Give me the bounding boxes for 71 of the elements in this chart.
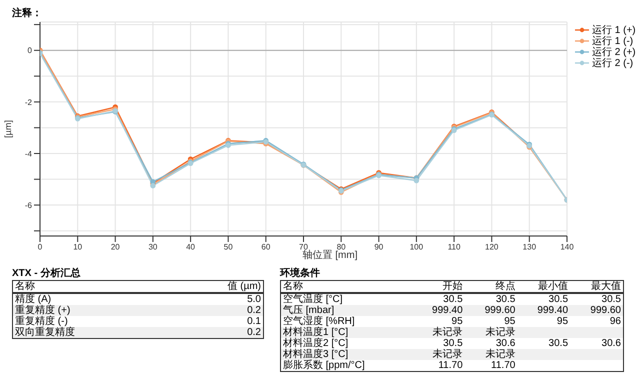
text: 0.2: [170, 305, 264, 316]
x-tick-label: 60: [261, 242, 271, 252]
text: 30.5: [412, 338, 465, 349]
text: 终点: [464, 280, 518, 293]
text: 重复精度 (-): [12, 316, 170, 327]
text: 双向重复精度: [12, 327, 170, 338]
text: 未记录: [464, 349, 518, 360]
text: 30.5: [412, 293, 465, 305]
x-tick-label: 140: [560, 242, 574, 252]
x-tick-label: 100: [410, 242, 424, 252]
text: 材料温度1 [°C]: [280, 327, 412, 338]
text: 未记录: [412, 327, 465, 338]
y-tick-label: -2: [24, 98, 33, 107]
text: 值 (µm): [170, 280, 264, 293]
y-tick-label: 0: [28, 46, 33, 56]
legend-label: 运行 1 (+): [592, 24, 636, 36]
text: 名称: [12, 280, 170, 293]
text: 999.40: [517, 305, 570, 316]
x-tick-label: 130: [522, 242, 537, 252]
chart-title: 注释：: [12, 6, 42, 20]
x-tick-label: 120: [485, 242, 499, 252]
text: 名称: [280, 280, 412, 293]
x-tick-label: 10: [73, 242, 83, 252]
text: 96: [570, 316, 624, 327]
text: 0.1: [170, 316, 264, 327]
text: 5.0: [170, 293, 264, 305]
text: 环境条件: [280, 268, 321, 280]
legend-label: 运行 2 (+): [592, 45, 636, 58]
text: 未记录: [412, 349, 465, 360]
text: 30.5: [464, 293, 518, 305]
x-tick-label: 0: [38, 242, 43, 252]
text: 30.6: [464, 338, 518, 349]
legend-label: 运行 1 (-): [592, 34, 634, 46]
text: 95: [464, 316, 518, 327]
x-tick-label: 20: [110, 242, 120, 252]
text: 30.6: [570, 338, 624, 349]
text: 11.70: [412, 360, 465, 372]
text: 0.2: [170, 327, 264, 338]
x-tick-label: 110: [448, 242, 461, 252]
x-tick-label: 90: [374, 242, 384, 252]
text: 95: [517, 316, 570, 327]
text: 999.40: [412, 305, 465, 316]
text: 膨胀系数 [ppm/°C]: [280, 360, 412, 372]
x-tick-label: 50: [224, 242, 234, 252]
text: 999.60: [464, 305, 518, 316]
y-tick-label: -4: [24, 149, 33, 158]
text: 最小值: [517, 280, 570, 293]
text: 材料温度2 [°C]: [280, 338, 412, 349]
text: XTX - 分析汇总: [12, 268, 82, 280]
text: 重复精度 (+): [12, 305, 170, 316]
text: 30.5: [570, 293, 624, 305]
text: 精度 (A): [12, 293, 170, 305]
text: 30.5: [517, 338, 570, 349]
text: 999.60: [570, 305, 624, 316]
y-tick-label: -6: [24, 200, 33, 210]
text: 30.5: [517, 293, 570, 305]
text: 空气湿度 [%RH]: [280, 316, 412, 327]
text: 95: [412, 316, 465, 327]
text: 未记录: [464, 327, 518, 338]
text: 空气温度 [°C]: [280, 293, 412, 305]
text: 气压 [mbar]: [280, 305, 412, 316]
y-axis-title: [µm]: [3, 120, 14, 138]
x-tick-label: 80: [336, 242, 346, 252]
legend-label: 运行 2 (-): [592, 56, 634, 70]
text: 11.70: [464, 360, 518, 372]
x-axis-title: 轴位置 [mm]: [302, 250, 358, 262]
text: 开始: [412, 280, 465, 293]
text: 最大值: [570, 280, 624, 293]
x-tick-label: 30: [148, 242, 158, 252]
text: 材料温度3 [°C]: [280, 349, 412, 360]
x-tick-label: 40: [186, 242, 196, 252]
